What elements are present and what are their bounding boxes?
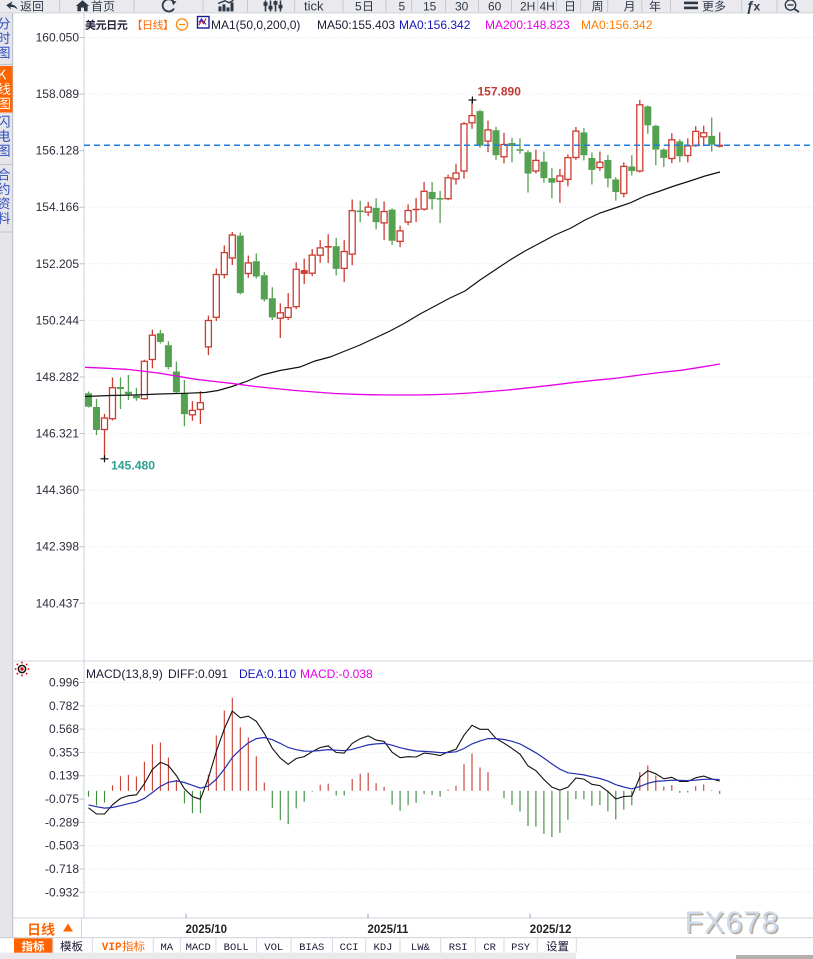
svg-text:-0.503: -0.503 — [45, 839, 79, 853]
svg-text:FX678: FX678 — [686, 907, 781, 941]
svg-text:160.050: 160.050 — [36, 31, 80, 45]
svg-text:DIFF:0.091: DIFF:0.091 — [168, 667, 228, 681]
svg-text:30: 30 — [455, 0, 469, 14]
svg-text:0.568: 0.568 — [49, 722, 79, 736]
svg-text:VOL: VOL — [264, 942, 283, 954]
svg-text:0.139: 0.139 — [49, 769, 79, 783]
svg-text:4H: 4H — [540, 0, 555, 14]
svg-text:ƒ: ƒ — [746, 0, 754, 14]
svg-text:PSY: PSY — [511, 942, 531, 954]
svg-text:MACD(13,8,9): MACD(13,8,9) — [86, 667, 163, 681]
svg-text:60: 60 — [488, 0, 502, 14]
svg-text:154.166: 154.166 — [36, 200, 80, 214]
svg-text:RSI: RSI — [449, 942, 468, 954]
svg-text:152.205: 152.205 — [36, 257, 80, 271]
svg-text:157.890: 157.890 — [478, 85, 522, 99]
svg-text:150.244: 150.244 — [36, 313, 80, 327]
svg-text:0.996: 0.996 — [49, 676, 79, 690]
svg-text:-0.075: -0.075 — [45, 792, 79, 806]
svg-text:tick: tick — [304, 0, 324, 14]
svg-text:0.353: 0.353 — [49, 745, 79, 759]
svg-text:5: 5 — [355, 0, 362, 14]
svg-text:140.437: 140.437 — [36, 596, 80, 610]
svg-text:x: x — [754, 0, 761, 14]
svg-text:-0.932: -0.932 — [45, 885, 79, 899]
svg-text:MA0:156.342: MA0:156.342 — [399, 18, 471, 32]
svg-text:156.128: 156.128 — [36, 144, 80, 158]
svg-text:148.282: 148.282 — [36, 370, 80, 384]
svg-text:CR: CR — [483, 942, 496, 954]
svg-text:2H: 2H — [520, 0, 535, 14]
svg-text:CCI: CCI — [340, 942, 359, 954]
svg-text:LW&: LW& — [411, 942, 431, 954]
svg-text:2025/11: 2025/11 — [368, 924, 410, 936]
svg-text:MACD:-0.038: MACD:-0.038 — [300, 667, 373, 681]
svg-text:MACD: MACD — [186, 942, 211, 954]
svg-text:MA0:156.342: MA0:156.342 — [581, 18, 653, 32]
svg-text:FX678: FX678 — [685, 906, 780, 940]
svg-text:VIP: VIP — [102, 942, 122, 954]
svg-text:MA: MA — [160, 942, 173, 954]
svg-text:MA1(50,0,200,0): MA1(50,0,200,0) — [211, 18, 300, 32]
svg-text:2025/10: 2025/10 — [186, 924, 228, 936]
svg-text:144.360: 144.360 — [36, 483, 80, 497]
svg-text:BOLL: BOLL — [224, 942, 249, 954]
svg-text:-0.289: -0.289 — [45, 815, 79, 829]
svg-text:142.398: 142.398 — [36, 540, 80, 554]
svg-text:146.321: 146.321 — [36, 427, 80, 441]
svg-text:MA50:155.403: MA50:155.403 — [317, 18, 395, 32]
svg-text:0.782: 0.782 — [49, 699, 79, 713]
svg-text:145.480: 145.480 — [111, 459, 155, 473]
svg-text:158.089: 158.089 — [36, 87, 80, 101]
svg-text:KDJ: KDJ — [374, 942, 393, 954]
svg-text:-0.718: -0.718 — [45, 862, 79, 876]
svg-text:DEA:0.110: DEA:0.110 — [239, 667, 296, 681]
svg-text:15: 15 — [423, 0, 437, 14]
svg-text:5: 5 — [399, 0, 406, 14]
svg-text:MA200:148.823: MA200:148.823 — [485, 18, 570, 32]
svg-text:2025/12: 2025/12 — [530, 924, 572, 936]
svg-text:BIAS: BIAS — [299, 942, 324, 954]
